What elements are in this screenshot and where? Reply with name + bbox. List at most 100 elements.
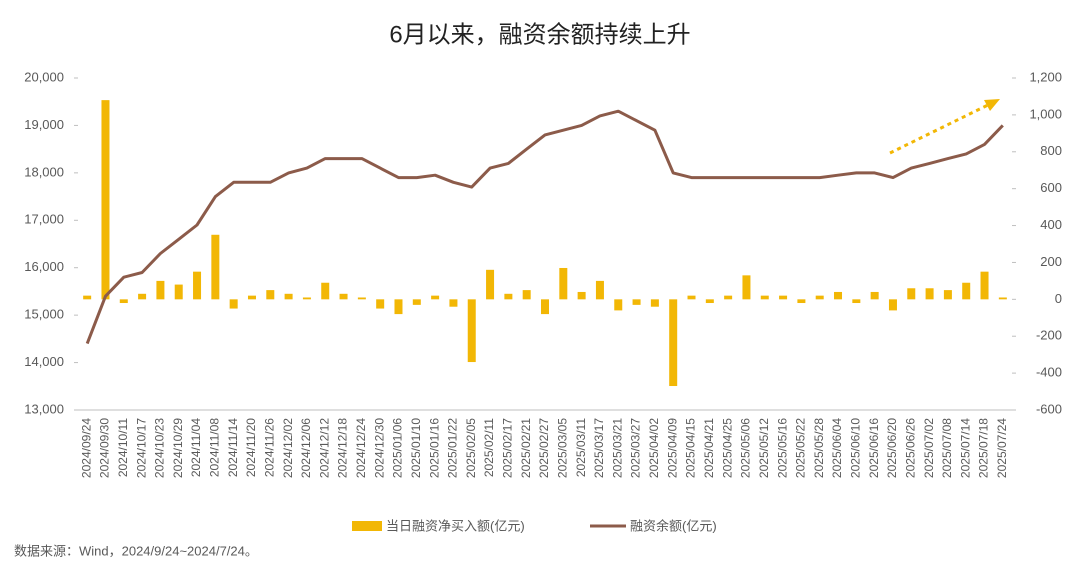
y-tick-label: 18,000: [24, 164, 64, 179]
bar: [101, 100, 110, 300]
x-tick-label: 2025/05/16: [775, 418, 789, 478]
chart-title: 6月以来，融资余额持续上升: [389, 21, 690, 48]
x-tick-label: 2025/04/15: [684, 418, 698, 478]
x-tick-label: 2024/10/17: [134, 418, 148, 478]
x-tick-label: 2025/03/11: [574, 418, 588, 477]
x-tick-label: 2024/12/06: [299, 418, 313, 478]
bar: [357, 297, 366, 300]
bar: [687, 295, 696, 300]
x-tick-label: 2025/07/08: [940, 418, 954, 478]
x-tick-label: 2024/09/24: [79, 418, 93, 478]
y2-tick-label: 600: [1040, 180, 1062, 195]
bar: [156, 280, 165, 300]
bar: [302, 297, 311, 300]
x-tick-label: 2025/05/06: [739, 418, 753, 478]
y-tick-label: 14,000: [24, 354, 64, 369]
trend-arrow: [889, 99, 1000, 155]
x-tick-label: 2025/04/09: [665, 418, 679, 478]
x-tick-label: 2025/06/26: [903, 418, 917, 478]
bar: [724, 295, 733, 300]
bar: [742, 275, 751, 300]
bar: [339, 293, 348, 300]
x-tick-label: 2025/01/16: [427, 418, 441, 478]
bar: [174, 284, 183, 300]
x-tick-label: 2025/04/02: [647, 418, 661, 478]
bar: [614, 299, 623, 311]
bar: [522, 290, 531, 300]
legend-label: 融资余额(亿元): [630, 518, 717, 533]
x-tick-label: 2024/11/14: [226, 418, 240, 477]
x-tick-label: 2024/10/11: [116, 418, 130, 477]
y-tick-label: 20,000: [24, 69, 64, 84]
bar: [888, 299, 897, 311]
bar: [247, 295, 256, 300]
x-tick-label: 2024/12/02: [281, 418, 295, 478]
x-tick-label: 2025/02/21: [519, 418, 533, 478]
y-tick-label: 17,000: [24, 212, 64, 227]
y-tick-label: 13,000: [24, 401, 64, 416]
bar: [962, 282, 971, 300]
x-tick-label: 2025/02/11: [482, 418, 496, 477]
x-tick-label: 2024/12/24: [354, 418, 368, 478]
bar: [595, 280, 604, 300]
x-tick-label: 2025/07/02: [922, 418, 936, 478]
bar: [431, 295, 440, 300]
bar: [321, 282, 330, 300]
x-tick-label: 2025/03/21: [610, 418, 624, 478]
bar: [541, 299, 549, 315]
bar: [284, 293, 293, 300]
y-tick-label: 16,000: [24, 259, 64, 274]
bar: [815, 295, 824, 300]
x-tick-label: 2024/09/30: [98, 418, 112, 478]
bar: [779, 295, 788, 300]
x-tick-label: 2025/04/21: [702, 418, 716, 478]
bar: [577, 291, 586, 300]
x-tick-label: 2025/06/04: [830, 418, 844, 478]
y2-tick-label: 400: [1040, 217, 1062, 232]
bar: [705, 299, 714, 304]
y2-tick-label: -200: [1036, 328, 1062, 343]
x-tick-label: 2025/02/17: [501, 418, 515, 478]
bar: [925, 288, 934, 300]
bar: [980, 271, 989, 300]
y-tick-label: 19,000: [24, 117, 64, 132]
x-tick-label: 2025/02/05: [464, 418, 478, 478]
bar: [943, 290, 952, 300]
bar: [852, 299, 861, 304]
bar: [412, 299, 421, 305]
legend-swatch: [352, 521, 382, 531]
legend-label: 当日融资净买入额(亿元): [386, 518, 525, 533]
x-tick-label: 2025/02/27: [537, 418, 551, 478]
x-tick-label: 2024/12/30: [372, 418, 386, 478]
x-tick-label: 2025/05/12: [757, 418, 771, 478]
bar: [632, 299, 641, 305]
x-tick-label: 2025/01/22: [446, 418, 460, 478]
x-tick-label: 2024/11/26: [262, 418, 276, 477]
x-tick-label: 2025/07/24: [995, 418, 1009, 478]
x-tick-label: 2024/11/20: [244, 418, 258, 477]
bar: [669, 299, 678, 387]
bar: [760, 295, 769, 300]
x-tick-label: 2025/07/14: [958, 418, 972, 478]
x-tick-label: 2024/10/23: [153, 418, 167, 478]
y-tick-label: 15,000: [24, 307, 64, 322]
x-tick-label: 2025/06/20: [885, 418, 899, 478]
x-tick-label: 2024/12/12: [317, 418, 331, 478]
x-tick-label: 2025/01/06: [391, 418, 405, 478]
bar: [229, 299, 238, 309]
bar: [504, 293, 513, 300]
bar: [266, 290, 275, 300]
bar: [193, 271, 202, 300]
bar: [467, 299, 476, 363]
y2-tick-label: 0: [1055, 291, 1062, 306]
y2-tick-label: 800: [1040, 143, 1062, 158]
line: [85, 109, 1004, 345]
bar: [907, 288, 916, 300]
bar: [449, 299, 458, 307]
bar: [834, 291, 843, 300]
bar: [559, 267, 568, 300]
y2-tick-label: -400: [1036, 365, 1062, 380]
bar: [83, 295, 92, 300]
x-tick-label: 2024/12/18: [336, 418, 350, 478]
